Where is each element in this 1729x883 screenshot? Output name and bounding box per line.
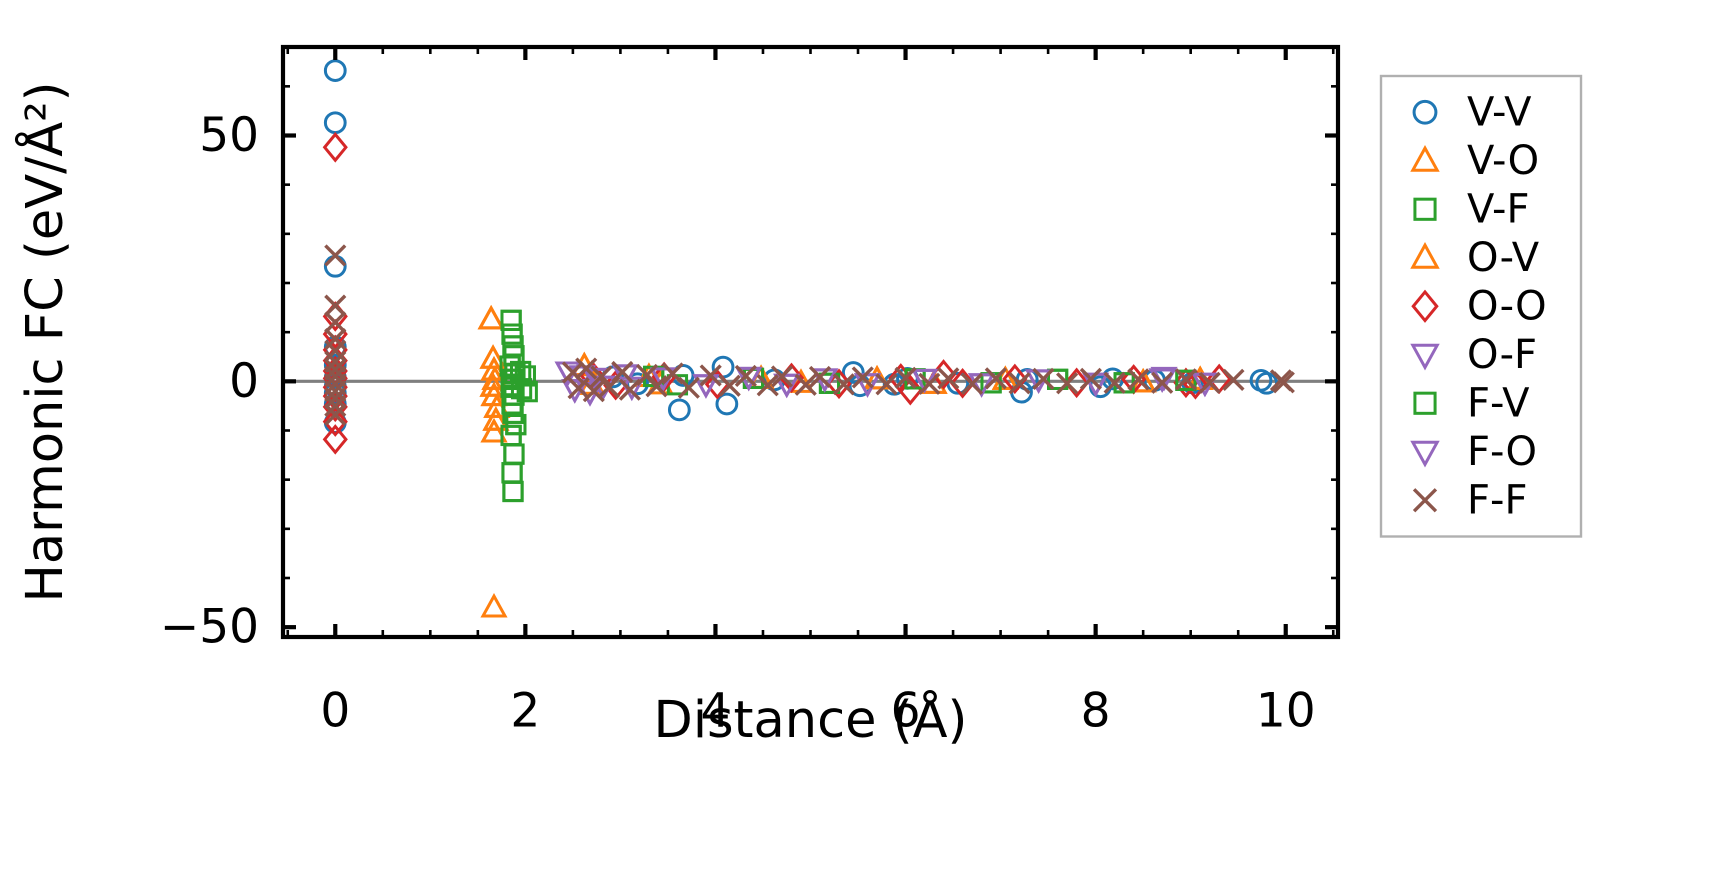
legend-item-o-v[interactable]: O-V <box>1410 235 1540 281</box>
legend-item-v-v[interactable]: V-V <box>1412 89 1532 135</box>
data-markers <box>322 59 1295 618</box>
legend-label: V-O <box>1467 138 1539 184</box>
series-o-o <box>322 132 1232 455</box>
legend-item-f-f[interactable]: F-F <box>1412 477 1527 523</box>
legend-item-v-f[interactable]: V-F <box>1413 186 1530 232</box>
legend-label: O-V <box>1467 235 1540 281</box>
legend-item-o-o[interactable]: O-O <box>1411 283 1547 329</box>
legend-item-f-o[interactable]: F-O <box>1410 429 1537 475</box>
x-tick-label: 6 <box>891 683 921 738</box>
y-tick-label: 50 <box>199 108 259 163</box>
y-tick-label: −50 <box>160 600 259 655</box>
x-axis-title: Distance (Å) <box>654 688 968 750</box>
series-f-v <box>499 309 1197 503</box>
axis-titles: Distance (Å) Harmonic FC (eV/Å²) <box>13 81 967 750</box>
x-tick-label: 4 <box>701 683 731 738</box>
legend-item-f-v[interactable]: F-V <box>1413 380 1530 426</box>
y-axis-title: Harmonic FC (eV/Å²) <box>13 81 75 602</box>
axis-ticks <box>283 47 1338 637</box>
axis-tick-labels: 0 2 4 6 8 10 −50 0 50 <box>160 108 1316 738</box>
series-v-f <box>499 309 1197 503</box>
legend-label: O-F <box>1467 332 1537 378</box>
legend-item-v-o[interactable]: V-O <box>1410 138 1539 184</box>
axes-frame <box>280 44 1341 640</box>
legend-label: O-O <box>1467 283 1547 329</box>
legend-label: V-V <box>1467 89 1532 135</box>
y-tick-label: 0 <box>229 354 259 409</box>
legend-item-o-f[interactable]: O-F <box>1410 332 1537 378</box>
legend-label: F-O <box>1467 429 1537 475</box>
x-tick-label: 0 <box>320 683 350 738</box>
x-tick-label: 10 <box>1256 683 1316 738</box>
legend-label: F-F <box>1467 477 1527 523</box>
legend-label: V-F <box>1467 186 1529 232</box>
series-v-o <box>477 304 1214 618</box>
axes-spines <box>280 44 1341 640</box>
series-f-f <box>324 244 1295 426</box>
x-tick-label: 8 <box>1081 683 1111 738</box>
legend-label: F-V <box>1467 380 1530 426</box>
x-tick-label: 2 <box>510 683 540 738</box>
legend[interactable]: V-VV-OV-FO-VO-OO-FF-VF-OF-F <box>1379 74 1583 538</box>
